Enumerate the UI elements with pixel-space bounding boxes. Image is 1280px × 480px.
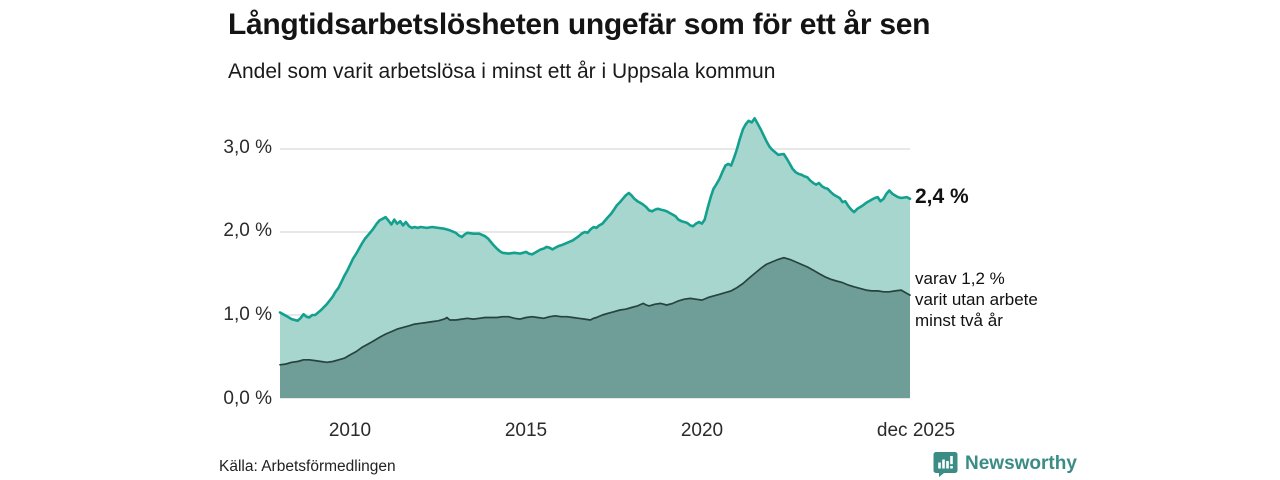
x-tick-dec-2025: dec 2025 xyxy=(876,420,956,441)
total-series-value-label: 2,4 % xyxy=(915,185,969,208)
y-tick-2: 2,0 % xyxy=(223,220,272,241)
newsworthy-logo-icon xyxy=(933,452,958,477)
chart-title: Långtidsarbetslösheten ungefär som för e… xyxy=(228,8,931,41)
subset-series-line xyxy=(279,256,911,366)
x-tick-2010: 2010 xyxy=(328,420,372,441)
newsworthy-brand-link[interactable]: Newsworthy xyxy=(933,451,1077,477)
y-tick-0: 0,0 % xyxy=(223,388,272,409)
source-note: Källa: Arbetsförmedlingen xyxy=(219,458,396,475)
subset-series-area xyxy=(280,257,910,398)
y-tick-3: 3,0 % xyxy=(223,137,272,158)
total-series-line xyxy=(278,117,912,323)
x-tick-2020: 2020 xyxy=(680,420,724,441)
newsworthy-wordmark: Newsworthy xyxy=(965,453,1077,474)
chart-subtitle: Andel som varit arbetslösa i minst ett å… xyxy=(228,60,776,83)
x-tick-2015: 2015 xyxy=(504,420,548,441)
y-tick-1: 1,0 % xyxy=(223,304,272,325)
subset-series-value-label: varav 1,2 % varit utan arbete minst två … xyxy=(915,269,1038,330)
